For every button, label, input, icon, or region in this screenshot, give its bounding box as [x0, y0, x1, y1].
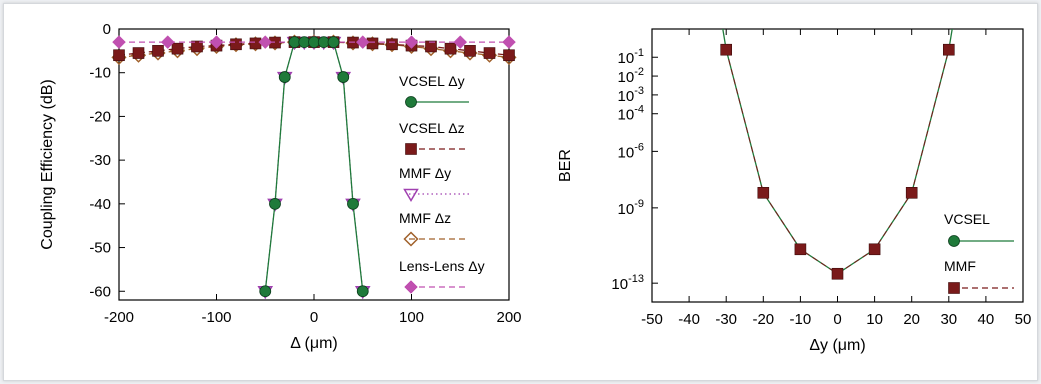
right-x-tick-label: 40: [978, 311, 995, 328]
right-y-tick-label: 10-1: [618, 47, 644, 67]
left-series-point-0: [278, 71, 291, 83]
figure-frame: -200 -100 0 100 200 0 -10 -20 -30 -40 -50 -60 Δ (μm)…: [3, 3, 1038, 381]
right-series-point-1: [905, 187, 918, 199]
left-series-point-4: [258, 35, 273, 49]
right-series-line-1: [725, 49, 950, 275]
left-series-point-1: [483, 47, 496, 59]
right-y-tick-label: 10-4: [618, 104, 644, 124]
right-legend-label-1: MMF: [944, 258, 976, 274]
right-y-tick-label: 10-2: [618, 66, 644, 86]
right-x-tick-label: 30: [940, 311, 957, 328]
right-x-tick-label: -10: [790, 311, 812, 328]
left-legend-marker-1: [405, 143, 417, 155]
left-x-tick-label: 100: [399, 309, 424, 326]
right-y-tick-label: 10-9: [618, 198, 644, 218]
left-y-tick-label: -30: [89, 152, 111, 169]
left-series-point-1: [464, 45, 476, 57]
left-series-point-4: [404, 35, 419, 49]
right-x-axis-label: Δy (μm): [809, 337, 865, 354]
right-series-point-1: [831, 267, 844, 280]
left-series-point-1: [425, 40, 437, 53]
left-series-point-0: [269, 197, 281, 210]
left-legend-label-0: VCSEL Δy: [399, 73, 465, 89]
right-x-tick-label: -40: [678, 311, 700, 328]
left-series-point-1: [230, 38, 242, 51]
right-x-tick-label: 10: [866, 311, 883, 328]
right-series-point-1: [942, 43, 955, 56]
left-series-point-1: [113, 49, 125, 62]
right-series-line-0: [722, 29, 953, 275]
left-y-tick-label: -40: [89, 196, 111, 213]
left-legend-marker-3: [403, 231, 419, 247]
left-series-point-1: [249, 37, 262, 50]
left-series-point-4: [160, 35, 175, 49]
left-x-tick-label: 200: [496, 309, 521, 326]
right-series-point-1: [757, 187, 770, 199]
left-series-point-1: [152, 45, 164, 57]
right-y-tick-label: 10-3: [618, 85, 644, 105]
right-x-tick-label: 20: [903, 311, 920, 328]
right-x-tick-label: -50: [641, 311, 663, 328]
left-legend-label-1: VCSEL Δz: [399, 120, 465, 136]
left-legend-label-2: MMF Δy: [399, 165, 451, 181]
left-series-point-0: [347, 197, 359, 210]
right-y-tick-label: 10-13: [611, 273, 644, 293]
left-legend-label-4: Lens-Lens Δy: [399, 258, 485, 274]
left-series-point-0: [356, 285, 369, 298]
left-series-point-0: [337, 71, 350, 83]
left-series-point-4: [112, 35, 126, 49]
right-x-tick-label: 50: [1015, 311, 1032, 328]
left-y-tick-label: 0: [103, 21, 111, 38]
left-series-point-1: [366, 37, 379, 50]
right-series-point-1: [868, 243, 881, 256]
right-x-tick-label: -30: [715, 311, 737, 328]
left-y-tick-label: -20: [89, 108, 111, 125]
left-series-point-4: [502, 35, 516, 49]
left-series-point-1: [191, 40, 203, 53]
left-series-point-1: [444, 42, 457, 55]
right-x-tick-label: 0: [833, 311, 841, 328]
left-x-tick-label: -100: [201, 309, 231, 326]
left-legend-label-3: MMF Δz: [399, 210, 451, 226]
right-legend-label-0: VCSEL: [944, 211, 990, 227]
right-x-tick-label: -20: [752, 311, 774, 328]
right-legend-marker-0: [948, 235, 960, 247]
left-y-axis-label: Coupling Efficiency (dB): [39, 79, 56, 249]
left-y-tick-label: -50: [89, 240, 111, 257]
left-legend-marker-4: [404, 280, 418, 294]
right-legend-marker-1: [948, 282, 960, 294]
left-legend-marker-2: [403, 188, 419, 202]
left-series-point-4: [453, 35, 468, 49]
left-x-tick-label: 0: [310, 309, 318, 326]
left-x-tick-label: -200: [104, 309, 134, 326]
right-y-axis-label: BER: [557, 149, 574, 182]
left-y-tick-label: -10: [89, 65, 111, 82]
right-y-tick-label: 10-6: [618, 141, 644, 161]
left-legend-marker-0: [405, 96, 417, 108]
left-series-point-1: [386, 38, 398, 51]
left-y-tick-label: -60: [89, 283, 111, 300]
left-series-point-1: [171, 42, 184, 55]
left-series-point-1: [503, 49, 515, 62]
left-series-point-0: [259, 285, 272, 298]
right-series-point-1: [794, 243, 807, 256]
left-series-point-1: [132, 47, 145, 59]
left-x-axis-label: Δ (μm): [290, 335, 337, 352]
left-series-point-4: [209, 35, 224, 49]
right-series-point-1: [720, 43, 733, 56]
left-series-point-0: [327, 36, 340, 49]
left-series-point-4: [355, 35, 370, 49]
